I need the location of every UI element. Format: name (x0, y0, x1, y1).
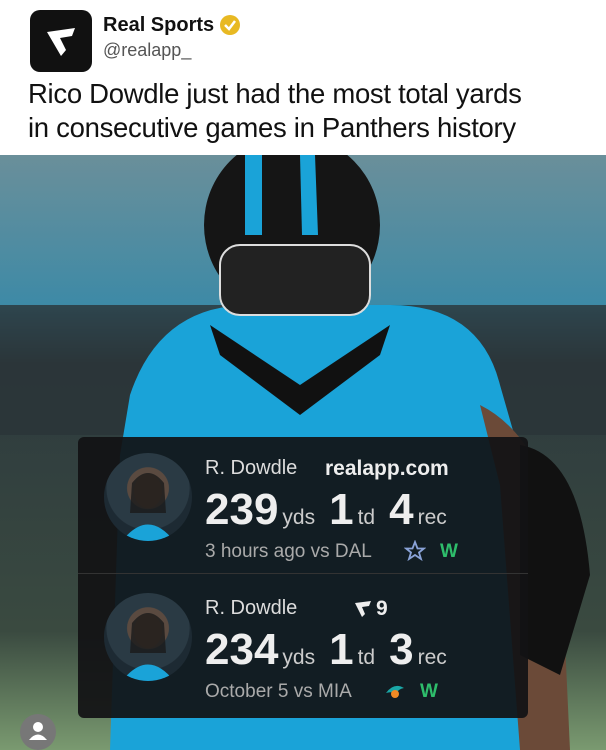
game-row: R. Dowdle 9 234 yds 1 td 3 rec October 5 vs MIA W (78, 577, 528, 717)
app-logo (355, 601, 371, 617)
stat-unit: yds (282, 646, 316, 669)
row-tag: 9 (376, 597, 388, 620)
stat-value: 3 (389, 625, 414, 674)
game-result: W (440, 541, 458, 562)
stat-line: 239 yds 1 td 4 rec (205, 485, 461, 535)
game-context: 3 hours ago vs DAL (205, 541, 372, 562)
game-row: R. Dowdle realapp.com 239 yds 1 td 4 rec 3 hours… (78, 437, 528, 577)
row-divider (78, 573, 528, 574)
account-handle[interactable]: @realapp_ (103, 40, 192, 60)
headline: in consecutive games in Panthers history (28, 112, 516, 143)
verified-badge (220, 15, 240, 35)
avatar-art (122, 473, 174, 541)
game-result: W (420, 681, 438, 702)
avatar-art (122, 613, 174, 681)
logo-mark (47, 28, 75, 56)
stat-line: 234 yds 1 td 3 rec (205, 625, 461, 675)
stat-value: 1 (329, 625, 354, 674)
stat-value: 234 (205, 625, 279, 674)
player-name: R. Dowdle (205, 597, 298, 619)
stat-value: 239 (205, 485, 279, 534)
stat-unit: rec (417, 646, 447, 669)
stats-card: R. Dowdle realapp.com 239 yds 1 td 4 rec 3 hours… (78, 437, 528, 718)
row-tag: realapp.com (325, 457, 449, 480)
opponent-logo (404, 540, 426, 562)
account-name[interactable]: Real Sports (103, 14, 215, 36)
stat-unit: td (357, 506, 376, 529)
post-header: Real Sports @realapp_ Rico Dowdle just h… (0, 0, 606, 155)
stat-value: 1 (329, 485, 354, 534)
headline: Rico Dowdle just had the most total yard… (28, 78, 522, 109)
player-name: R. Dowdle (205, 457, 298, 479)
stat-unit: yds (282, 506, 316, 529)
stat-unit: rec (417, 506, 447, 529)
player-avatar (104, 593, 192, 681)
player-avatar (104, 453, 192, 541)
opponent-logo (386, 685, 404, 698)
stat-unit: td (357, 646, 376, 669)
stat-value: 4 (389, 485, 414, 534)
game-context: October 5 vs MIA (205, 681, 352, 702)
account-logo[interactable] (30, 10, 92, 72)
